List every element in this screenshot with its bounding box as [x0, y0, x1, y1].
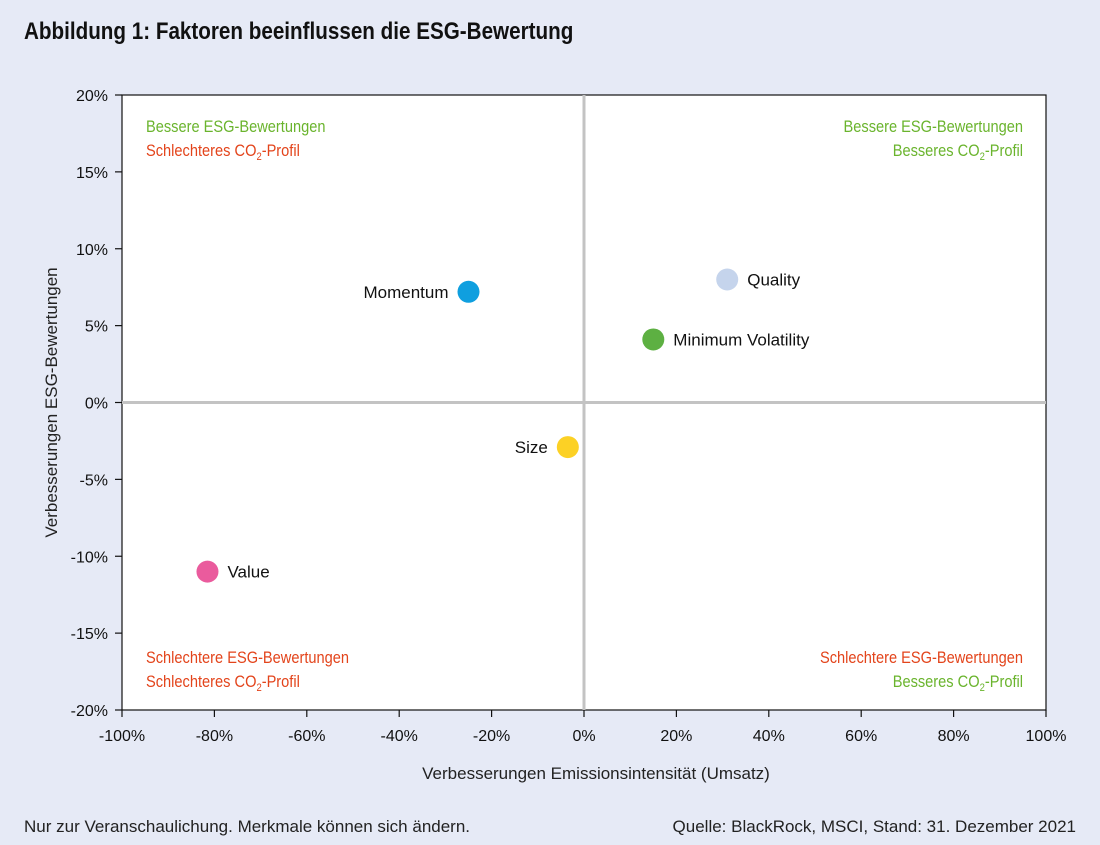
x-tick-label: -20%: [473, 728, 510, 745]
x-tick-label: 0%: [572, 728, 595, 745]
footnote: Nur zur Veranschaulichung. Merkmale könn…: [24, 817, 471, 836]
scatter-chart: -100% -80% -60% -40% -20% 0% 20% 40% 60% 80% 100% -…: [42, 88, 1067, 783]
y-tick-label: -20%: [71, 703, 108, 720]
point-label-value: Value: [227, 563, 269, 582]
quadrant-label-line: Schlechtere ESG-Bewertungen: [146, 649, 349, 667]
x-tick-label: 80%: [938, 728, 970, 745]
y-tick-label: 20%: [76, 88, 108, 105]
quadrant-label-line: Schlechteres CO2-Profil: [146, 673, 300, 694]
quadrant-label-bottom-left: Schlechtere ESG-Bewertungen Schlechteres …: [146, 649, 349, 694]
source-note: Quelle: BlackRock, MSCI, Stand: 31. Deze…: [672, 817, 1076, 836]
point-label-size: Size: [515, 438, 548, 457]
x-tick-label: -40%: [381, 728, 418, 745]
y-tick-label: 15%: [76, 165, 108, 182]
y-tick-label: 10%: [76, 242, 108, 259]
point-quality: [716, 268, 739, 291]
quadrant-label-line: Bessere ESG-Bewertungen: [844, 118, 1023, 136]
y-tick-label: -10%: [71, 549, 108, 566]
point-momentum: [457, 280, 480, 303]
quadrant-label-top-right: Bessere ESG-Bewertungen Besseres CO2-Prof…: [844, 118, 1023, 163]
x-tick-label: 100%: [1026, 728, 1067, 745]
quadrant-label-top-left: Bessere ESG-Bewertungen Schlechteres CO2-…: [146, 118, 325, 163]
quadrant-label-line: Bessere ESG-Bewertungen: [146, 118, 325, 136]
point-label-momentum: Momentum: [363, 283, 448, 302]
x-tick-label: 40%: [753, 728, 785, 745]
quadrant-label-bottom-right: Schlechtere ESG-Bewertungen Besseres CO2-…: [820, 649, 1023, 694]
point-label-minimum-volatility: Minimum Volatility: [673, 330, 810, 349]
point-minimum-volatility: [642, 328, 665, 351]
quadrant-label-line: Besseres CO2-Profil: [893, 142, 1023, 163]
point-label-quality: Quality: [747, 271, 800, 290]
y-axis-title: Verbesserungen ESG-Bewertungen: [42, 267, 61, 537]
point-value: [196, 560, 219, 583]
x-tick-label: 20%: [660, 728, 692, 745]
chart-title: Abbildung 1: Faktoren beeinflussen die E…: [24, 18, 574, 45]
x-tick-label: -80%: [196, 728, 233, 745]
point-size: [556, 436, 579, 459]
x-tick-label: -60%: [288, 728, 325, 745]
y-tick-label: 0%: [85, 396, 108, 413]
y-tick-label: -15%: [71, 626, 108, 643]
y-tick-label: 5%: [85, 319, 108, 336]
quadrant-label-line: Schlechtere ESG-Bewertungen: [820, 649, 1023, 667]
x-tick-label: 60%: [845, 728, 877, 745]
x-tick-label: -100%: [99, 728, 145, 745]
quadrant-label-line: Besseres CO2-Profil: [893, 673, 1023, 694]
y-tick-label: -5%: [80, 472, 108, 489]
x-axis-title: Verbesserungen Emissionsintensität (Umsa…: [422, 764, 770, 783]
quadrant-label-line: Schlechteres CO2-Profil: [146, 142, 300, 163]
